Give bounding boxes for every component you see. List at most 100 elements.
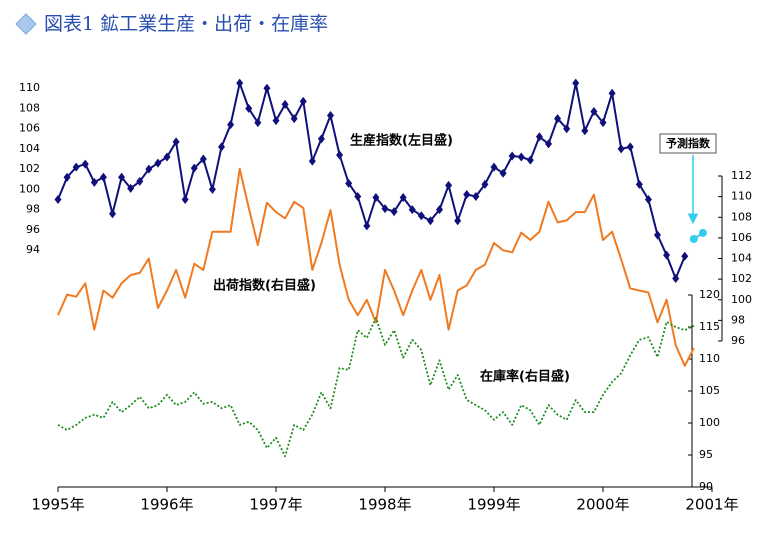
point xyxy=(463,189,471,199)
y-tick-label: 120 xyxy=(699,288,720,301)
series-label: 出荷指数(右目盛) xyxy=(213,278,316,294)
point xyxy=(236,78,244,88)
x-tick-label: 2000年 xyxy=(576,496,629,514)
point xyxy=(408,205,416,215)
point xyxy=(599,118,607,128)
point xyxy=(681,251,689,261)
point xyxy=(608,88,616,98)
y-tick-label: 95 xyxy=(699,448,713,461)
point xyxy=(399,193,407,203)
point xyxy=(545,139,552,149)
point xyxy=(81,159,89,169)
point xyxy=(526,155,534,165)
point xyxy=(281,99,289,109)
point xyxy=(644,195,652,205)
y-tick-label: 110 xyxy=(731,190,752,203)
point xyxy=(227,120,235,130)
y-tick-label: 96 xyxy=(731,334,745,347)
series-label: 生産指数(左目盛) xyxy=(350,133,453,149)
point xyxy=(299,96,307,106)
point xyxy=(554,114,562,124)
y-tick-label: 94 xyxy=(26,243,40,256)
x-tick-label: 1997年 xyxy=(249,496,302,514)
y-tick-label: 105 xyxy=(699,384,720,397)
point xyxy=(317,134,325,144)
point xyxy=(436,205,443,215)
point xyxy=(572,78,580,88)
point xyxy=(245,103,253,113)
series-line xyxy=(57,82,686,280)
point xyxy=(327,111,334,121)
point xyxy=(354,191,362,201)
point xyxy=(181,195,189,205)
point xyxy=(254,118,262,128)
point xyxy=(563,124,571,134)
point xyxy=(127,183,135,193)
annotation-label: 予測指数 xyxy=(666,136,711,150)
point xyxy=(145,164,153,174)
point xyxy=(445,180,453,190)
x-tick-label: 1999年 xyxy=(467,496,520,514)
point xyxy=(499,168,507,178)
y-tick-label: 98 xyxy=(731,313,745,326)
series-line xyxy=(57,167,695,367)
point xyxy=(54,195,62,205)
y-tick-label: 108 xyxy=(19,101,40,114)
y-tick-label: 112 xyxy=(731,169,752,182)
point xyxy=(118,172,126,182)
y-tick-label: 102 xyxy=(19,162,40,175)
point xyxy=(689,234,698,243)
series-label: 在庫率(右目盛) xyxy=(480,369,570,385)
point xyxy=(163,152,171,162)
x-tick-label: 1996年 xyxy=(140,496,193,514)
point xyxy=(136,176,144,186)
point xyxy=(99,172,107,182)
x-tick-label: 1995年 xyxy=(31,496,84,514)
x-tick-label: 1998年 xyxy=(358,496,411,514)
point xyxy=(535,132,543,142)
y-tick-label: 102 xyxy=(731,272,752,285)
y-tick-label: 98 xyxy=(26,203,40,216)
y-tick-label: 110 xyxy=(19,81,40,94)
point xyxy=(426,216,434,226)
point xyxy=(263,83,271,93)
point xyxy=(345,178,353,188)
point xyxy=(363,221,371,231)
series-line xyxy=(57,317,695,458)
point xyxy=(517,152,525,162)
point xyxy=(72,162,80,172)
point xyxy=(617,144,625,154)
point xyxy=(626,142,634,152)
point xyxy=(381,204,389,214)
point xyxy=(336,150,344,160)
annotation-box xyxy=(659,133,717,154)
point xyxy=(390,207,398,217)
point xyxy=(272,116,280,126)
point xyxy=(472,191,480,201)
point xyxy=(172,137,180,147)
point xyxy=(308,156,316,166)
point xyxy=(590,106,598,116)
y-tick-label: 100 xyxy=(731,293,752,306)
point xyxy=(63,172,71,182)
point xyxy=(417,211,425,221)
point xyxy=(508,151,516,161)
point xyxy=(654,230,661,240)
point xyxy=(454,216,462,226)
y-tick-label: 106 xyxy=(19,122,40,135)
point xyxy=(109,209,116,219)
point xyxy=(199,154,207,164)
y-tick-label: 100 xyxy=(699,416,720,429)
point xyxy=(672,273,680,283)
point xyxy=(190,163,198,173)
y-tick-label: 100 xyxy=(19,182,40,195)
point xyxy=(290,114,298,124)
y-tick-label: 104 xyxy=(19,142,40,155)
point xyxy=(663,250,671,260)
point xyxy=(635,179,643,189)
point xyxy=(372,193,380,203)
point xyxy=(90,177,98,187)
point xyxy=(154,158,162,168)
